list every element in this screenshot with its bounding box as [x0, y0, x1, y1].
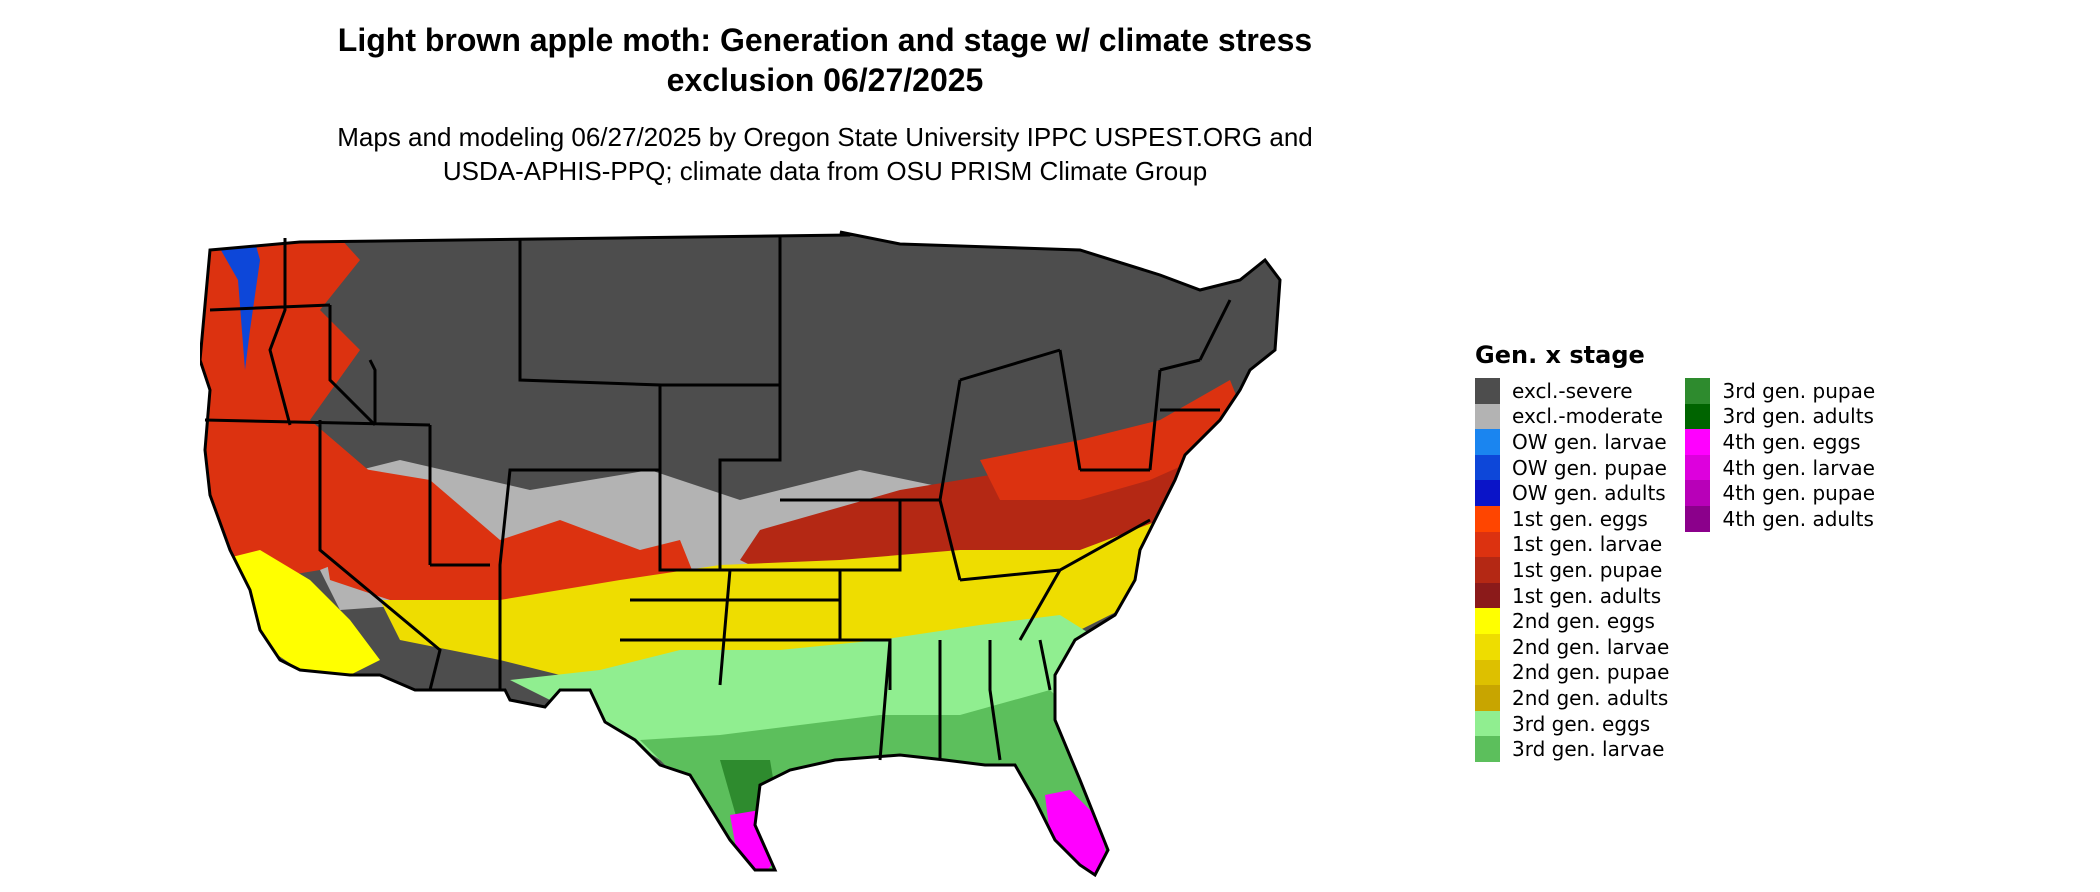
legend-swatch: [1475, 710, 1500, 737]
legend-item: OW gen. pupae: [1475, 454, 1669, 481]
legend-column-1: excl.-severe excl.-moderate OW gen. larv…: [1475, 378, 1669, 762]
legend-swatch: [1475, 557, 1500, 583]
legend-label: 4th gen. eggs: [1722, 429, 1861, 454]
legend-label: 4th gen. pupae: [1722, 481, 1876, 506]
legend-item: 4th gen. eggs: [1685, 429, 1875, 455]
legend-label: 2nd gen. larvae: [1512, 634, 1670, 659]
legend-label: OW gen. larvae: [1512, 429, 1667, 454]
legend-label: OW gen. adults: [1512, 481, 1666, 506]
legend-label: 4th gen. adults: [1722, 506, 1874, 531]
legend-label: 4th gen. larvae: [1722, 455, 1875, 480]
legend-item: 3rd gen. pupae: [1685, 378, 1875, 404]
legend-swatch: [1475, 429, 1500, 455]
legend-label: 1st gen. larvae: [1512, 532, 1663, 557]
map-subtitle-line-1: Maps and modeling 06/27/2025 by Oregon S…: [337, 122, 1313, 152]
legend-label: 1st gen. eggs: [1512, 506, 1648, 531]
zone-southern-plains: [380, 520, 1180, 690]
legend-label: 2nd gen. adults: [1512, 685, 1669, 710]
legend-label: 3rd gen. pupae: [1722, 378, 1876, 403]
state-borders: [200, 230, 1282, 878]
legend-label: 3rd gen. larvae: [1512, 737, 1665, 762]
legend-item: 2nd gen. eggs: [1475, 608, 1669, 634]
legend-swatch: [1685, 480, 1711, 506]
legend-label: 3rd gen. eggs: [1512, 711, 1651, 736]
legend-item: 3rd gen. eggs: [1475, 710, 1669, 737]
legend-swatch: [1685, 378, 1711, 404]
legend-swatch: [1475, 608, 1500, 634]
legend-label: excl.-moderate: [1512, 404, 1663, 429]
legend-swatch: [1475, 454, 1500, 481]
zone-south-florida: [1045, 790, 1110, 875]
legend-label: 2nd gen. pupae: [1512, 660, 1670, 685]
legend-item: 2nd gen. larvae: [1475, 633, 1670, 660]
map-subtitle-line-2: USDA-APHIS-PPQ; climate data from OSU PR…: [442, 156, 1208, 186]
legend-column-2: 3rd gen. pupae 3rd gen. adults 4th gen. …: [1685, 378, 1875, 762]
legend-label: 1st gen. pupae: [1512, 557, 1663, 582]
legend-item: 1st gen. adults: [1475, 582, 1669, 609]
legend-item: 4th gen. adults: [1685, 505, 1875, 532]
border-lines-east: [878, 299, 1232, 761]
legend-swatch: [1475, 480, 1500, 506]
legend-item: 4th gen. pupae: [1685, 480, 1875, 506]
map-title-line-2: exclusion 06/27/2025: [666, 62, 984, 98]
legend-label: 1st gen. adults: [1512, 583, 1662, 608]
legend-item: 1st gen. larvae: [1475, 531, 1669, 558]
zone-northeast-coast: [980, 380, 1240, 500]
legend-item: 1st gen. eggs: [1475, 505, 1669, 532]
legend: Gen. x stage excl.-severe excl.-moderate…: [1475, 340, 1875, 762]
legend-swatch: [1475, 378, 1500, 404]
zone-california-valley: [220, 550, 380, 675]
legend-swatch: [1475, 531, 1500, 558]
legend-columns: excl.-severe excl.-moderate OW gen. larv…: [1475, 378, 1875, 762]
map-title-line-1: Light brown apple moth: Generation and s…: [337, 22, 1313, 58]
legend-label: 2nd gen. eggs: [1512, 609, 1655, 634]
legend-title: Gen. x stage: [1475, 341, 1645, 369]
legend-item: OW gen. larvae: [1475, 429, 1669, 455]
legend-swatch: [1685, 505, 1711, 532]
legend-item: 2nd gen. pupae: [1475, 659, 1670, 686]
legend-swatch: [1475, 685, 1500, 711]
legend-label: excl.-severe: [1512, 378, 1633, 403]
legend-swatch: [1475, 633, 1500, 660]
legend-item: 1st gen. pupae: [1475, 557, 1669, 583]
legend-item: 3rd gen. adults: [1685, 403, 1875, 430]
legend-swatch: [1685, 403, 1711, 430]
legend-swatch: [1685, 429, 1711, 455]
legend-swatch: [1475, 582, 1500, 609]
legend-item: 3rd gen. larvae: [1475, 736, 1669, 762]
legend-swatch: [1475, 736, 1500, 762]
legend-label: 3rd gen. adults: [1722, 404, 1874, 429]
us-map: [200, 230, 1282, 878]
country-outline: [200, 230, 1282, 878]
legend-swatch: [1475, 505, 1500, 532]
legend-item: excl.-severe: [1475, 378, 1669, 404]
legend-item: 2nd gen. adults: [1475, 685, 1669, 711]
title-block: Light brown apple moth: Generation and s…: [250, 20, 1400, 188]
map-subtitle: Maps and modeling 06/27/2025 by Oregon S…: [250, 120, 1400, 188]
legend-item: excl.-moderate: [1475, 403, 1669, 430]
legend-label: OW gen. pupae: [1512, 455, 1667, 480]
map-zones: [200, 232, 1280, 875]
legend-swatch: [1685, 454, 1711, 481]
legend-swatch: [1475, 659, 1500, 686]
legend-item: 4th gen. larvae: [1685, 454, 1875, 481]
legend-item: OW gen. adults: [1475, 480, 1669, 506]
legend-swatch: [1475, 403, 1500, 430]
zone-puget-sound: [218, 242, 260, 370]
